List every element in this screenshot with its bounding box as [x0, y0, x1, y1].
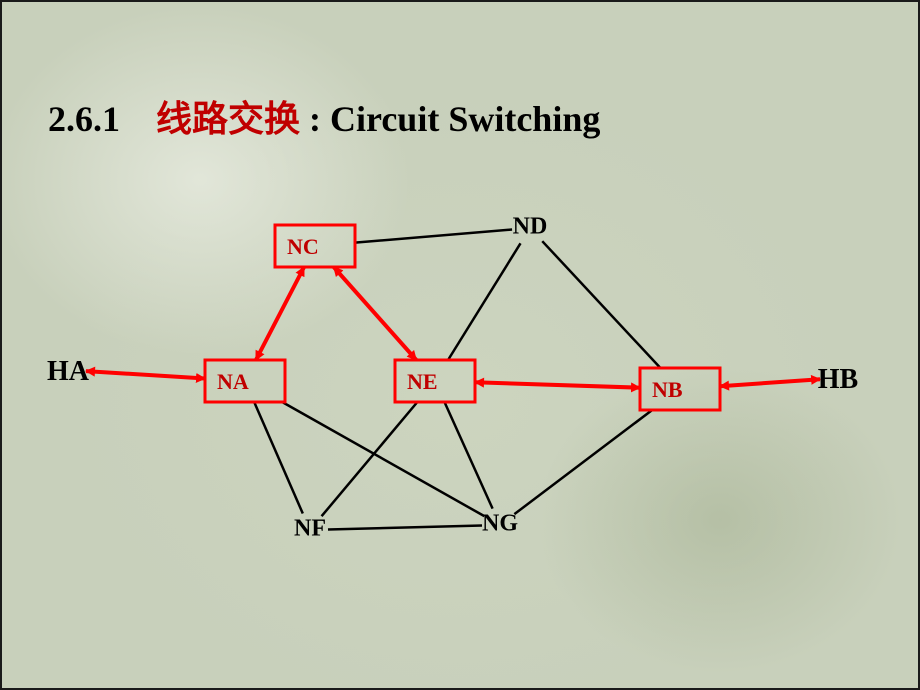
edge-black — [448, 243, 520, 360]
node-label-nf: NF — [294, 516, 326, 542]
edge-black — [282, 402, 484, 516]
edge-red — [334, 267, 417, 360]
node-label-nb: NB — [652, 377, 683, 402]
nodes-group: NC ND NA NE NB NF NG — [205, 214, 720, 542]
network-diagram: NC ND NA NE NB NF NG HA HB — [0, 0, 920, 690]
endpoint-label-hb: HB — [818, 364, 858, 395]
edge-black — [444, 402, 492, 509]
node-label-nd: ND — [513, 214, 548, 240]
edge-black — [355, 230, 512, 243]
edge-black — [328, 525, 482, 529]
edge-black — [542, 241, 660, 368]
edges-black-group — [254, 230, 660, 530]
node-label-ne: NE — [407, 369, 438, 394]
edge-black — [254, 402, 303, 514]
edge-red — [86, 371, 205, 378]
edge-black — [322, 402, 418, 516]
endpoint-label-ha: HA — [47, 356, 90, 387]
node-label-na: NA — [217, 369, 249, 394]
edge-red — [720, 379, 820, 386]
edge-red — [256, 267, 304, 360]
node-label-ng: NG — [482, 511, 518, 537]
node-label-nc: NC — [287, 234, 319, 259]
edges-red-group — [86, 267, 820, 388]
edge-red — [475, 382, 640, 387]
edge-black — [514, 410, 652, 514]
